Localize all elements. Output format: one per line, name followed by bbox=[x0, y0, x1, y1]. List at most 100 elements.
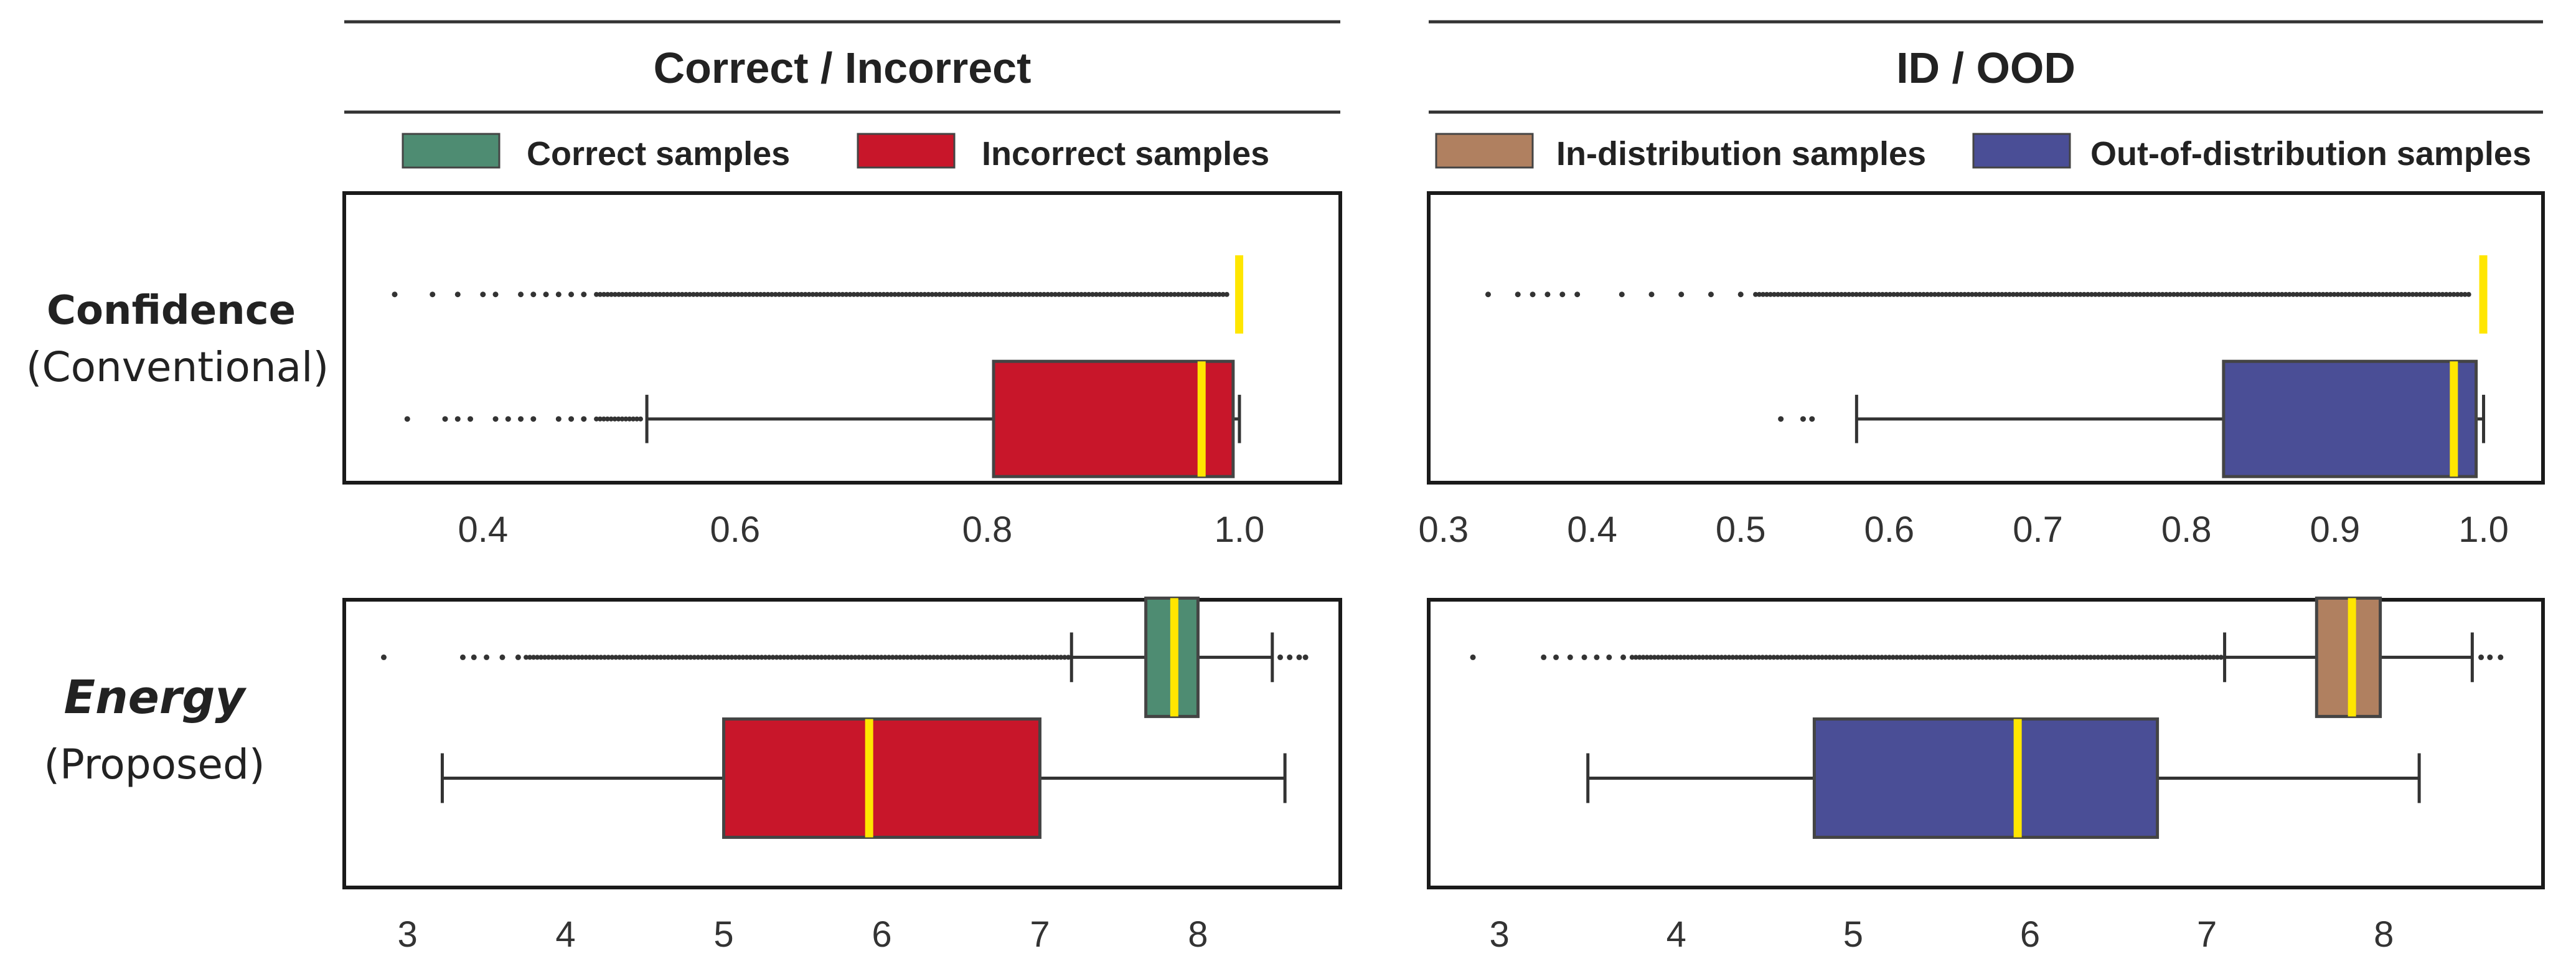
outlier-point bbox=[1939, 655, 1944, 660]
outlier-point bbox=[2487, 654, 2493, 660]
outlier-point bbox=[1771, 655, 1777, 660]
outlier-point bbox=[2080, 655, 2086, 660]
outlier-point bbox=[825, 291, 830, 297]
outlier-point bbox=[1890, 655, 1896, 660]
outlier-point bbox=[2218, 655, 2224, 660]
outlier-point bbox=[1800, 416, 1806, 422]
outlier-point bbox=[1541, 654, 1547, 660]
panel-id-ood-energy: 3 4 5 6 7 8 bbox=[1427, 596, 2545, 955]
outlier-point bbox=[1883, 655, 1888, 660]
outlier-point bbox=[1946, 655, 1952, 660]
outlier-point bbox=[881, 291, 886, 297]
outlier-point bbox=[743, 291, 748, 297]
outlier-point bbox=[2447, 291, 2453, 297]
outlier-point bbox=[1704, 655, 1709, 660]
outlier-point bbox=[1515, 291, 1521, 298]
outlier-point bbox=[649, 291, 655, 297]
outlier-point bbox=[2006, 655, 2011, 660]
outlier-point bbox=[553, 655, 559, 660]
outlier-point bbox=[1779, 291, 1785, 297]
outlier-point bbox=[871, 655, 877, 660]
row-2-title: Energy bbox=[63, 671, 247, 724]
outlier-point bbox=[784, 291, 789, 297]
outlier-point bbox=[2074, 291, 2079, 297]
outlier-point bbox=[1108, 291, 1114, 297]
outlier-point bbox=[717, 291, 722, 297]
outlier-point bbox=[729, 655, 735, 660]
outlier-point bbox=[702, 291, 707, 297]
x-tick-label-0-6: 0.6 bbox=[1864, 509, 1915, 550]
outlier-point bbox=[873, 291, 879, 297]
outlier-point bbox=[785, 655, 791, 660]
outlier-point bbox=[1040, 655, 1045, 660]
outlier-point bbox=[2189, 291, 2195, 297]
outlier-point bbox=[703, 655, 708, 660]
outlier-point bbox=[628, 655, 634, 660]
outlier-point bbox=[1045, 291, 1051, 297]
outlier-point bbox=[692, 655, 697, 660]
outlier-point bbox=[688, 655, 693, 660]
outlier-point bbox=[795, 291, 801, 297]
outlier-point bbox=[923, 655, 929, 660]
outlier-point bbox=[1817, 291, 1822, 297]
outlier-point bbox=[2208, 291, 2214, 297]
outlier-point bbox=[815, 655, 820, 660]
outlier-point bbox=[1988, 291, 1993, 297]
outlier-point bbox=[1831, 655, 1836, 660]
outlier-point bbox=[1782, 655, 1788, 660]
outlier-point bbox=[931, 655, 936, 660]
outlier-point bbox=[1485, 291, 1491, 298]
outlier-point bbox=[1972, 655, 1978, 660]
plot-frame bbox=[342, 191, 1342, 485]
outlier-point bbox=[995, 655, 1000, 660]
outlier-point bbox=[1898, 291, 1904, 297]
outlier-point bbox=[2081, 291, 2087, 297]
outlier-point bbox=[2089, 291, 2094, 297]
outlier-point bbox=[613, 291, 618, 297]
outlier-point bbox=[952, 291, 957, 297]
outlier-point bbox=[2104, 291, 2109, 297]
outlier-point bbox=[903, 291, 909, 297]
outlier-point bbox=[1056, 291, 1062, 297]
outlier-point bbox=[2077, 655, 2082, 660]
outlier-point bbox=[1935, 291, 1941, 297]
outlier-point bbox=[974, 291, 980, 297]
outlier-point bbox=[518, 416, 524, 422]
outlier-point bbox=[2391, 291, 2397, 297]
outlier-point bbox=[1726, 655, 1732, 660]
outlier-point bbox=[811, 655, 817, 660]
outlier-point bbox=[2207, 655, 2212, 660]
outlier-point bbox=[623, 416, 629, 422]
outlier-point bbox=[780, 291, 786, 297]
outlier-point bbox=[2140, 655, 2146, 660]
outlier-point bbox=[2272, 291, 2277, 297]
outlier-point bbox=[800, 655, 806, 660]
outlier-point bbox=[2301, 291, 2307, 297]
outlier-point bbox=[2099, 655, 2105, 660]
outlier-point bbox=[1813, 291, 1818, 297]
outlier-point bbox=[972, 655, 977, 660]
outlier-point bbox=[2395, 291, 2400, 297]
outlier-point bbox=[1943, 291, 1948, 297]
x-tick-label-0-7: 0.7 bbox=[2013, 509, 2063, 550]
outlier-point bbox=[565, 655, 570, 660]
outlier-point bbox=[1857, 655, 1863, 660]
outlier-point bbox=[1216, 291, 1222, 297]
outlier-point bbox=[2410, 291, 2415, 297]
outlier-point bbox=[1619, 291, 1625, 298]
outlier-point bbox=[624, 655, 630, 660]
outlier-point bbox=[404, 416, 410, 422]
outlier-point bbox=[961, 655, 966, 660]
outlier-point bbox=[1734, 655, 1739, 660]
outlier-point bbox=[631, 416, 636, 422]
outlier-point bbox=[1000, 291, 1006, 297]
outlier-point bbox=[2268, 291, 2273, 297]
boxplot-correct-samples bbox=[392, 255, 1244, 334]
outlier-point bbox=[555, 416, 562, 422]
outlier-point bbox=[1213, 291, 1218, 297]
outlier-point bbox=[684, 655, 690, 660]
outlier-point bbox=[914, 291, 920, 297]
outlier-point bbox=[1606, 654, 1612, 660]
outlier-point bbox=[2201, 291, 2206, 297]
outlier-point bbox=[1790, 291, 1796, 297]
